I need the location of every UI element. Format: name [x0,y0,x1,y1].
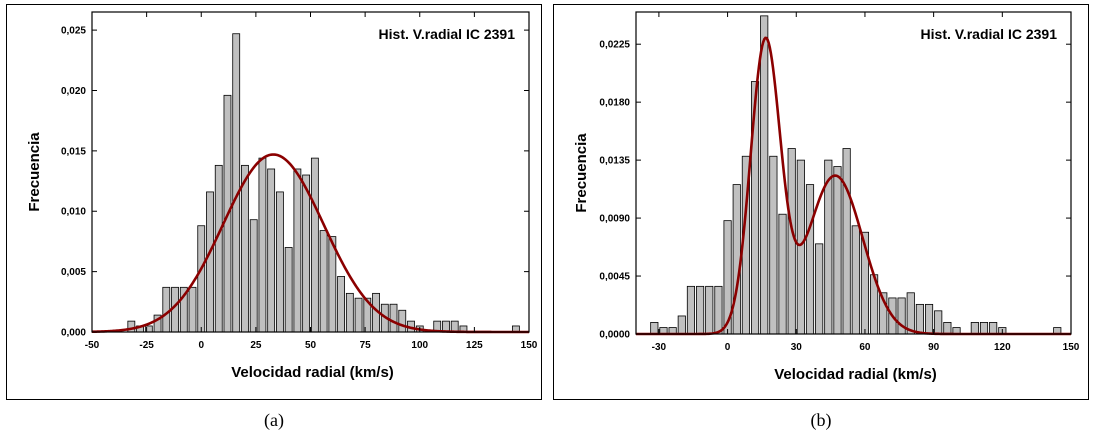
y-tick-label: 0,0000 [599,330,630,341]
bar-14 [778,213,787,335]
chart-title: Hist. V.radial IC 2391 [921,26,1058,42]
bar-25 [345,292,354,333]
histogram-chart-b: -30 0 30 60 90 120 150 0,0000 0,0045 0,0090 0,0135… [573,11,1080,383]
chart-title: Hist. V.radial IC 2391 [379,26,516,42]
x-tick-label: 150 [1063,342,1080,353]
bar-12 [232,33,241,333]
bar-24 [337,276,345,333]
y-tick-label: 0,0225 [599,40,630,51]
y-tick-label: 0,0180 [599,98,630,109]
y-tick-label: 0,015 [61,146,86,157]
chart-panel-a: -50 -25 0 25 50 75 100 125 150 0,000 0,005 0,010 0,0… [6,4,542,400]
plot-frame [635,11,1072,335]
bar-18 [815,243,824,335]
bar-15 [258,157,267,333]
bar-29 [915,303,924,335]
bar-35 [979,322,989,335]
bar-22 [319,230,328,333]
bar-9 [732,184,741,335]
x-tick-label: 0 [198,340,204,351]
bar-15 [787,148,796,335]
bar-34 [970,322,979,335]
bar-9 [206,191,214,333]
bar-4 [162,286,171,333]
bar-30 [389,303,398,333]
x-tick-label: 75 [360,340,372,351]
x-tick-label: 90 [928,342,940,353]
gaussian-fit-curve [91,153,529,334]
y-tick-label: 0,010 [61,207,86,218]
bar-5 [696,285,705,335]
chart-panel-b: -30 0 30 60 90 120 150 0,0000 0,0045 0,0090 0,0135… [553,4,1089,400]
bar-16 [267,168,276,333]
bar-28 [906,292,915,335]
x-tick-label: 60 [859,342,871,353]
bar-12 [760,15,769,335]
bar-4 [686,285,696,335]
bar-32 [943,322,952,335]
y-tick-label: 0,005 [61,267,86,278]
x-axis-label: Velocidad radial (km/s) [231,364,394,381]
bar-21 [310,157,319,333]
bar-13 [769,155,778,335]
bar-21 [842,148,851,335]
bar-19 [293,168,302,333]
bar-20 [302,174,311,333]
plot-frame [91,11,530,333]
x-tick-label: 100 [411,340,428,351]
bar-7 [188,286,197,333]
bar-16 [796,159,805,335]
bar-14 [249,219,258,333]
x-tick-label: -30 [652,342,667,353]
bar-30 [924,303,934,335]
x-tick-label: 125 [466,340,483,351]
y-tick-label: 0,0090 [599,214,630,225]
bar-10 [214,164,223,333]
bar-3 [677,315,686,335]
bar-7 [714,285,723,335]
bar-17 [276,191,284,333]
bar-31 [398,309,407,333]
bar-6 [705,285,714,335]
bar-31 [934,310,943,335]
y-tick-label: 0,020 [61,86,86,97]
x-tick-label: 30 [791,342,803,353]
histogram-chart-a: -50 -25 0 25 50 75 100 125 150 0,000 0,005 0,010 0,0… [26,11,538,381]
bar-13 [241,164,249,333]
caption-b: (b) [810,410,832,430]
bar-36 [450,320,459,333]
y-tick-label: 0,0045 [599,272,630,283]
y-tick-label: 0,000 [61,328,86,339]
x-tick-label: 50 [305,340,317,351]
bar-26 [354,297,363,333]
x-tick-label: 25 [250,340,262,351]
y-axis-label: Frecuencia [26,132,43,212]
bar-22 [851,225,860,335]
y-tick-label: 0,025 [61,26,86,37]
x-tick-label: 120 [994,342,1011,353]
x-tick-label: -50 [85,340,100,351]
bar-17 [805,184,815,335]
caption-a: (a) [264,410,284,430]
y-tick-label: 0,0135 [599,156,630,167]
bar-0 [650,322,659,335]
bar-20 [833,166,842,335]
bar-18 [284,247,293,333]
x-tick-label: 150 [521,340,538,351]
bar-36 [989,322,998,335]
bar-23 [328,236,337,333]
y-axis-label: Frecuencia [573,133,590,213]
bar-8 [197,225,206,333]
x-tick-label: -25 [139,340,154,351]
x-tick-label: 0 [725,342,731,353]
x-axis-label: Velocidad radial (km/s) [774,366,937,383]
